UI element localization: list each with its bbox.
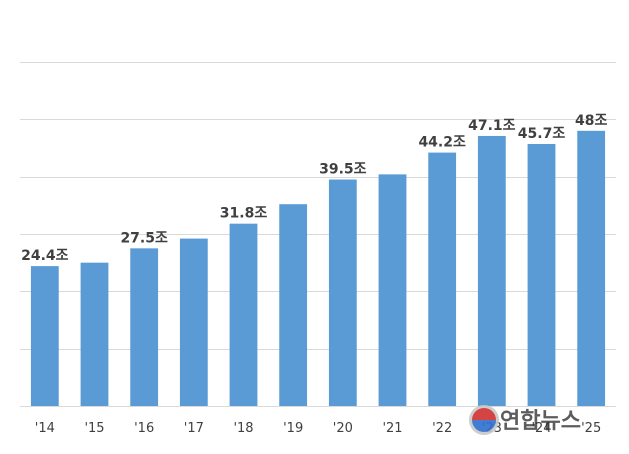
x-tick-label: '24 [531, 421, 551, 436]
bar [229, 223, 258, 406]
bar [328, 179, 357, 406]
bar [577, 130, 606, 407]
x-tick-label: '18 [233, 421, 253, 436]
x-tick-label: '14 [35, 421, 55, 436]
x-tick-label: '15 [84, 421, 104, 436]
bar [279, 204, 308, 406]
x-tick-label: '22 [432, 421, 452, 436]
bar [80, 262, 109, 406]
bar [527, 143, 556, 406]
data-label: 31.8조 [220, 206, 268, 222]
watermark-emblem-blue [472, 420, 496, 432]
data-label: 27.5조 [120, 230, 168, 246]
bar [130, 248, 159, 406]
watermark-text: 연합뉴스 [500, 408, 581, 434]
watermark-logo: 연합뉴스 [469, 405, 581, 435]
x-tick-label: '20 [333, 421, 353, 436]
data-label: 48조 [575, 113, 607, 129]
watermark-emblem-red [472, 408, 496, 420]
bar [428, 152, 457, 406]
x-tick-label: '21 [382, 421, 402, 436]
data-label: 44.2조 [418, 135, 466, 151]
gridlines [20, 62, 616, 407]
x-tick-label: '25 [581, 421, 601, 436]
bar [179, 238, 208, 406]
x-tick-label: '19 [283, 421, 303, 436]
x-tick-label: '17 [184, 421, 204, 436]
bar [477, 135, 506, 406]
bars [30, 130, 606, 407]
bar [30, 266, 59, 406]
data-label: 47.1조 [468, 118, 516, 134]
data-label: 39.5조 [319, 162, 367, 178]
bar [378, 174, 407, 406]
data-label: 24.4조 [21, 248, 69, 264]
x-tick-label: '16 [134, 421, 154, 436]
data-label: 45.7조 [518, 126, 566, 142]
